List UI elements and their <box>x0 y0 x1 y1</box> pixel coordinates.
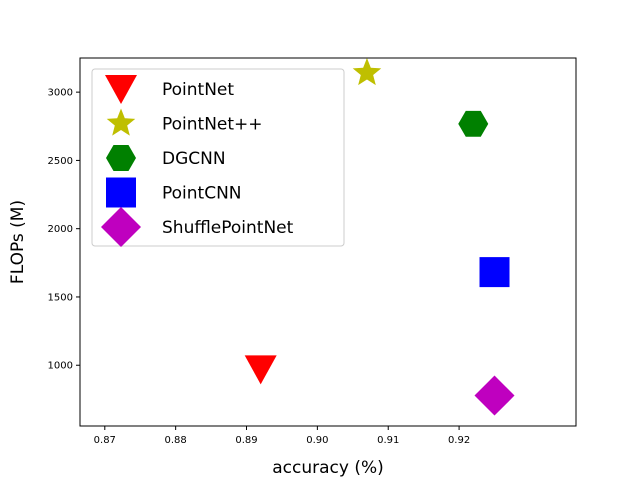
x-axis-ticks: 0.87 0.88 0.89 0.90 0.91 0.92 <box>94 426 470 446</box>
legend-label: PointCNN <box>162 184 242 204</box>
legend-entry-dgcnn: DGCNN <box>106 145 226 171</box>
legend: PointNet PointNet++ DGCNN PointCNN ShufflePo… <box>91 68 345 247</box>
y-tick-label: 3000 <box>48 88 73 99</box>
plot-area-frame <box>79 57 577 427</box>
legend-frame <box>91 68 345 247</box>
data-point-pointnet-plus-plus <box>352 58 382 86</box>
legend-entry-shufflepointnet: ShufflePointNet <box>101 207 294 247</box>
y-axis-ticks: 1000 1500 2000 2500 3000 <box>48 88 80 372</box>
legend-star-icon <box>106 108 136 136</box>
x-tick-label: 0.88 <box>165 435 187 446</box>
y-tick-label: 2000 <box>48 224 73 235</box>
data-marks <box>244 58 515 416</box>
legend-label: PointNet <box>162 80 234 100</box>
x-axis-label: accuracy (%) <box>272 458 384 478</box>
x-tick-label: 0.89 <box>235 435 257 446</box>
legend-square-icon <box>106 177 136 208</box>
legend-entry-pointnet: PointNet <box>105 75 234 104</box>
legend-triangle-down-icon <box>105 75 137 104</box>
data-point-shufflepointnet <box>474 375 515 416</box>
data-point-pointcnn <box>479 257 510 288</box>
legend-diamond-icon <box>101 207 141 247</box>
data-point-pointnet <box>244 355 277 385</box>
y-axis-label: FLOPs (M) <box>8 200 28 284</box>
legend-entry-pointcnn: PointCNN <box>106 177 242 208</box>
legend-hexagon-icon <box>106 145 136 171</box>
x-tick-label: 0.87 <box>94 435 116 446</box>
y-tick-label: 2500 <box>48 156 73 167</box>
legend-label: DGCNN <box>162 149 226 169</box>
x-tick-label: 0.91 <box>377 435 399 446</box>
legend-label: ShufflePointNet <box>162 218 294 238</box>
legend-label: PointNet++ <box>162 115 263 135</box>
x-tick-label: 0.92 <box>448 435 470 446</box>
x-tick-label: 0.90 <box>306 435 328 446</box>
legend-entry-pointnet-plus-plus: PointNet++ <box>106 108 263 136</box>
y-tick-label: 1000 <box>48 361 73 372</box>
y-tick-label: 1500 <box>48 292 73 303</box>
data-point-dgcnn <box>458 110 489 137</box>
